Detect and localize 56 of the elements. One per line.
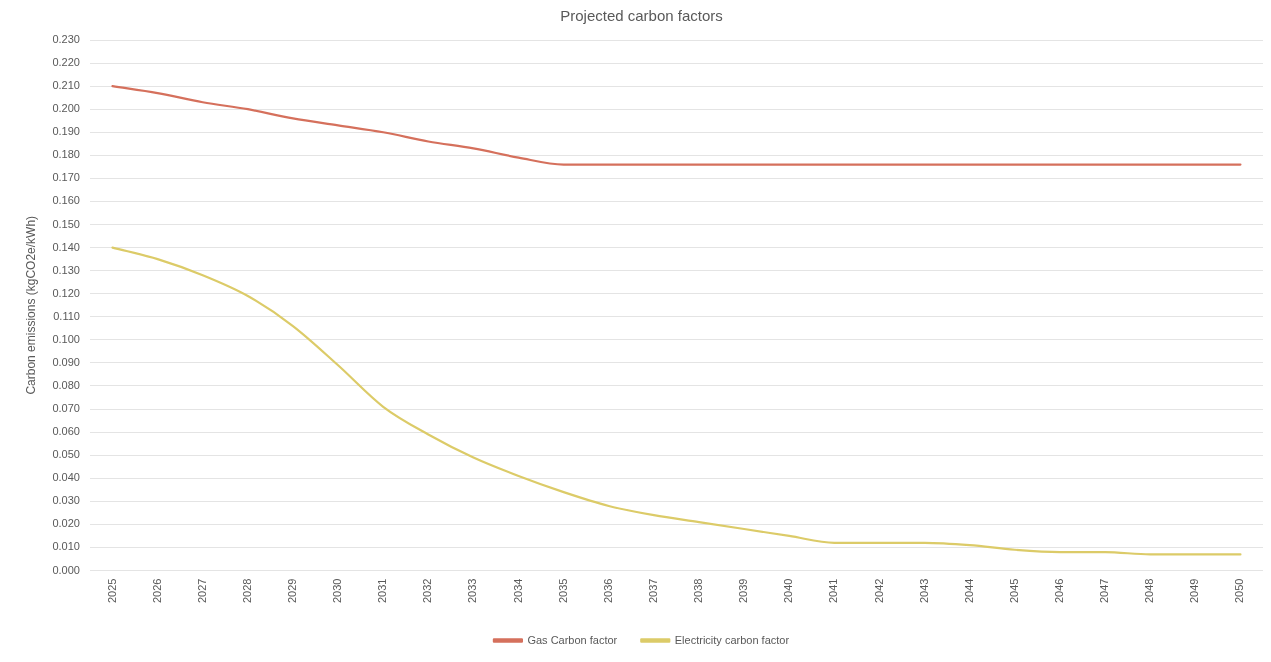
y-tick-label: 0.100 (52, 332, 80, 345)
y-tick-label: 0.190 (52, 125, 80, 138)
x-tick-label: 2036 (601, 578, 614, 604)
y-tick-label: 0.080 (52, 379, 80, 392)
x-tick-label: 2027 (195, 578, 208, 604)
line-series (111, 85, 1242, 166)
x-tick-label: 2032 (421, 578, 434, 604)
x-tick-label: 2048 (1143, 578, 1156, 604)
y-tick-label: 0.010 (52, 540, 80, 553)
x-tick-label: 2039 (737, 578, 750, 604)
x-tick-label: 2030 (331, 578, 344, 604)
y-tick-label: 0.230 (52, 33, 80, 46)
legend-label: Gas Carbon factor (527, 633, 618, 646)
y-tick-label: 0.210 (52, 79, 80, 92)
y-tick-label: 0.090 (52, 355, 80, 368)
y-tick-label: 0.020 (52, 517, 80, 530)
y-tick-label: 0.140 (52, 240, 80, 253)
x-tick-label: 2026 (150, 578, 163, 604)
x-tick-label: 2035 (556, 578, 569, 604)
y-tick-label: 0.120 (52, 286, 80, 299)
chart-title: Projected carbon factors (560, 7, 723, 25)
x-tick-label: 2040 (782, 578, 795, 604)
y-tick-label: 0.050 (52, 448, 80, 461)
x-tick-label: 2045 (1007, 578, 1020, 604)
x-tick-label: 2043 (917, 578, 930, 604)
legend-label: Electricity carbon factor (674, 633, 790, 646)
y-tick-label: 0.000 (52, 563, 80, 576)
line-series (111, 246, 1242, 556)
y-tick-label: 0.040 (52, 471, 80, 484)
x-tick-label: 2038 (692, 578, 705, 604)
x-tick-label: 2029 (285, 578, 298, 604)
x-tick-label: 2031 (376, 578, 389, 604)
x-tick-label: 2033 (466, 578, 479, 604)
y-tick-label: 0.070 (52, 402, 80, 415)
y-tick-label: 0.170 (52, 171, 80, 184)
y-tick-label: 0.110 (53, 309, 80, 322)
x-tick-label: 2037 (646, 578, 659, 604)
x-tick-label: 2041 (827, 578, 840, 604)
y-tick-label: 0.160 (52, 194, 80, 207)
x-tick-label: 2025 (105, 578, 118, 604)
x-tick-label: 2034 (511, 578, 524, 604)
x-tick-label: 2028 (240, 578, 253, 604)
x-tick-label: 2044 (962, 578, 975, 604)
y-tick-label: 0.030 (52, 494, 80, 507)
x-tick-label: 2049 (1188, 578, 1201, 604)
x-tick-label: 2042 (872, 578, 885, 604)
y-tick-label: 0.180 (52, 148, 80, 161)
y-tick-label: 0.200 (52, 102, 80, 115)
y-tick-label: 0.220 (52, 56, 80, 69)
x-tick-label: 2047 (1098, 578, 1111, 604)
x-tick-label: 2046 (1053, 578, 1065, 604)
y-tick-label: 0.150 (52, 217, 80, 230)
y-tick-label: 0.130 (52, 263, 80, 276)
x-tick-label: 2050 (1233, 578, 1246, 604)
y-tick-label: 0.060 (52, 425, 80, 438)
y-axis-title: Carbon emissions (kgCO2e/kWh) (23, 215, 38, 395)
